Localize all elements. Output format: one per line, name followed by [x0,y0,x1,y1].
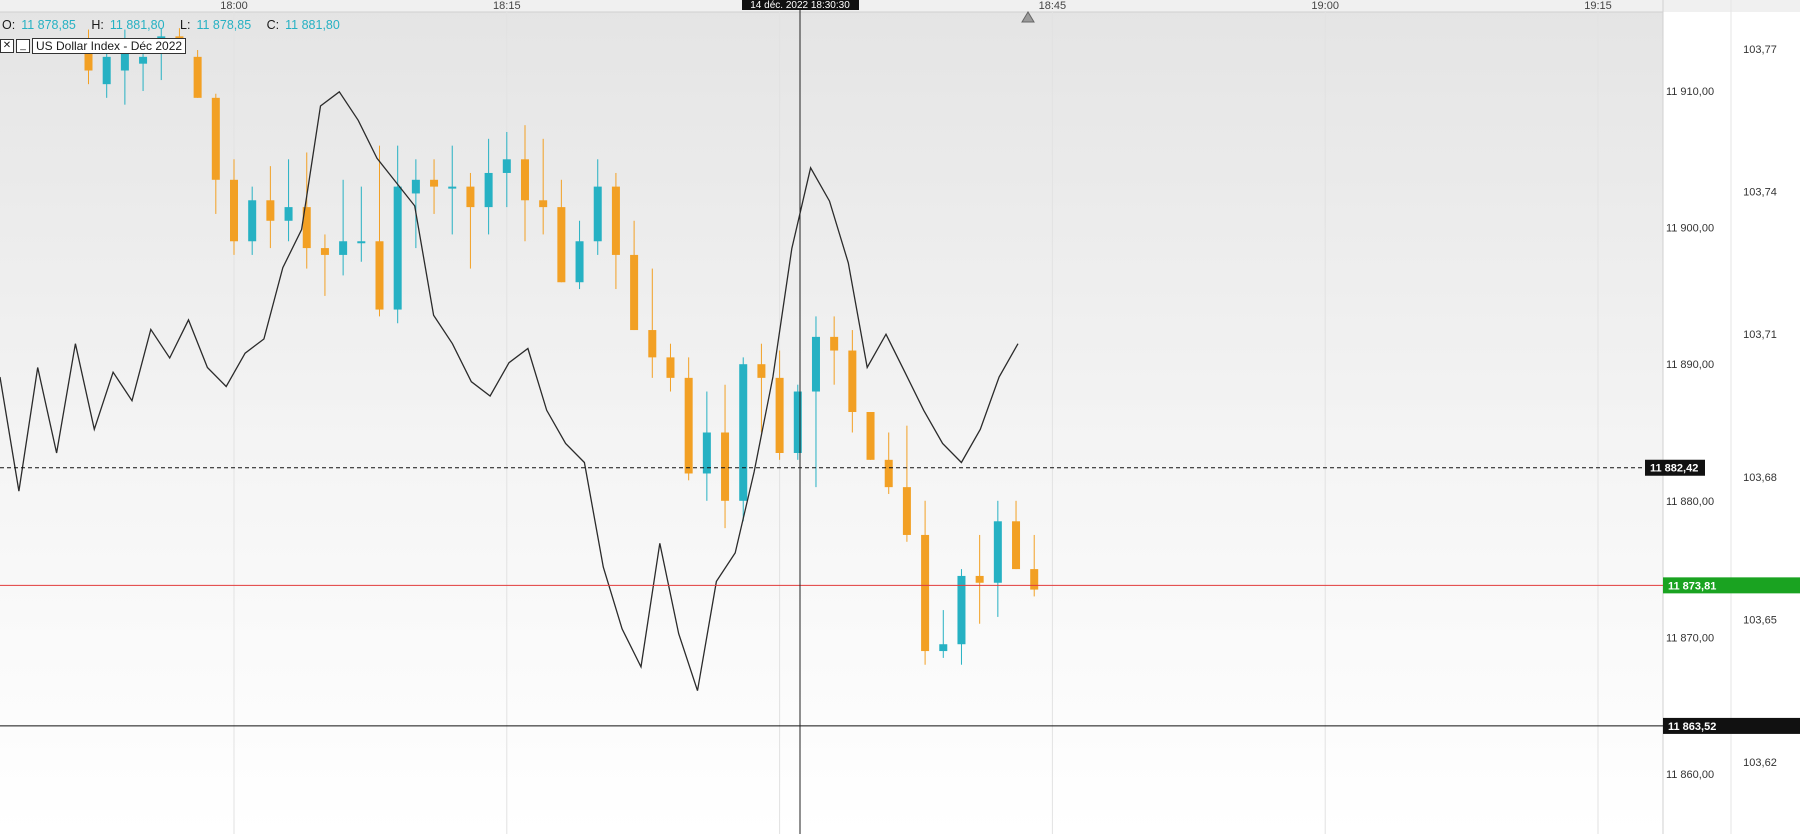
x-tick-label: 18:15 [493,0,521,12]
candle-body [811,336,820,392]
price-tag-label: 11 882,42 [1650,463,1698,475]
candle-body [230,179,238,242]
minimize-icon[interactable]: _ [16,39,30,53]
candle-body [557,207,566,283]
candle-body [139,56,148,64]
y-tick-label: 11 870,00 [1666,632,1714,644]
candle-body [939,644,948,652]
candle-body [975,575,984,583]
candle-body [357,241,366,244]
y-right-tick-label: 103,77 [1743,44,1777,56]
candle-body [1012,521,1021,570]
y-tick-label: 11 860,00 [1666,769,1714,781]
instrument-legend: ✕ _ US Dollar Index - Déc 2022 [0,38,187,54]
candle-body [466,186,475,208]
candle-body [120,50,129,71]
candle-body [721,432,730,501]
candle-body [284,207,293,221]
candle-body [921,534,930,652]
candle-body [739,364,748,501]
candlestick-series [84,28,1039,665]
high-value: 11 881,80 [109,18,165,32]
y-right-tick-label: 103,65 [1743,614,1777,626]
y-tick-label: 11 910,00 [1666,86,1714,98]
reference-lines: 11 882,42 11 873,81 11 863,52 [0,459,1800,734]
candle-body [593,186,602,242]
price-axis-ticks: 11 860,00 11 870,00 11 880,00 11 890,00 11 9… [1666,44,1777,781]
candle-body [684,377,693,474]
scroll-marker-icon[interactable] [1021,11,1035,23]
x-tick-label: 18:45 [1039,0,1067,12]
candle-body [1030,569,1039,590]
candle-body [248,200,257,242]
y-right-tick-label: 103,68 [1743,472,1777,484]
candle-body [339,241,348,255]
candle-body [848,350,857,413]
candle-body [884,459,893,488]
candle-body [993,521,1002,583]
price-tag-box [1663,577,1800,594]
candle-body [520,159,529,201]
candle-body [757,364,766,378]
candle-body [648,330,657,358]
crosshair-time-label: 14 déc. 2022 18:30:30 [750,0,850,11]
price-tag-box [1645,459,1705,476]
candle-body [211,97,220,180]
candle-body [539,200,548,208]
comparison-line-series [0,90,1019,691]
candle-body [448,186,457,189]
low-label: L: [180,18,191,32]
candle-body [793,391,802,453]
candle-body [320,248,329,255]
candle-body [611,186,620,255]
y-tick-label: 11 900,00 [1666,223,1714,235]
candle-body [302,207,311,249]
x-tick-label: 18:00 [220,0,248,12]
candle-body [484,172,493,208]
candle-body [957,575,966,645]
price-tag-label: 11 873,81 [1668,580,1716,592]
crosshair-time-tag [742,0,859,10]
candle-body [102,56,111,85]
candle-body [84,43,93,71]
high-label: H: [91,18,104,32]
candle-body [502,159,511,173]
y-tick-label: 11 880,00 [1666,496,1714,508]
candle-body [866,412,875,460]
open-value: 11 878,85 [21,18,76,32]
candle-body [630,254,639,331]
open-label: O: [2,18,16,32]
candle-body [830,336,839,351]
low-value: 11 878,85 [196,18,252,32]
candle-body [393,186,402,310]
candle-body [193,56,202,98]
time-axis-background [0,0,1800,12]
candle-body [375,241,384,310]
candle-body [666,357,675,378]
y-right-tick-label: 103,62 [1743,757,1777,769]
y-right-tick-label: 103,71 [1743,329,1777,341]
candle-body [702,432,711,474]
y-right-tick-label: 103,74 [1743,187,1777,199]
price-tag-label: 11 863,52 [1668,721,1716,733]
candle-body [902,487,911,535]
plot-background [0,0,1663,834]
candle-body [775,377,784,453]
candle-body [266,200,275,221]
candle-body [430,179,439,187]
candle-body [411,179,420,194]
close-icon[interactable]: ✕ [0,39,14,53]
y-tick-label: 11 890,00 [1666,359,1714,371]
price-tag-box [1663,717,1800,734]
comparison-line [0,90,1019,691]
x-tick-label: 19:00 [1311,0,1339,12]
close-label: C: [266,18,280,32]
close-value: 11 881,80 [285,18,340,32]
x-tick-label: 19:15 [1584,0,1612,12]
instrument-name[interactable]: US Dollar Index - Déc 2022 [32,38,187,54]
ohlc-readout: O: 11 878,85 H: 11 881,80 L: 11 878,85 C: 11… [0,14,340,36]
candle-body [575,241,584,283]
